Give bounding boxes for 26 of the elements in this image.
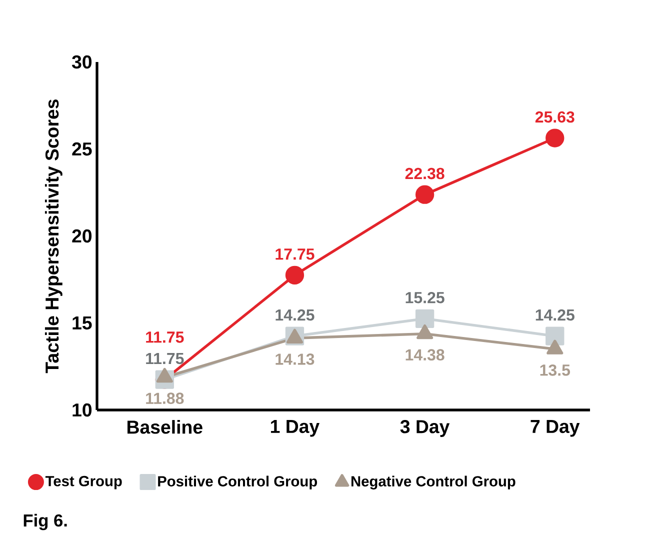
x-tick-label: 3 Day (400, 420, 450, 437)
y-tick-label: 10 (72, 403, 92, 417)
data-label: 22.38 (405, 168, 444, 180)
y-tick-label: 25 (72, 142, 92, 156)
y-tick-label: 15 (72, 316, 92, 330)
data-label: 11.75 (146, 332, 184, 343)
legend-label: Test Group (45, 476, 122, 490)
data-label: 14.38 (406, 349, 444, 361)
legend-label: Positive Control Group (158, 476, 318, 490)
x-tick-label: 7 Day (530, 420, 580, 437)
data-label: 15.25 (406, 292, 444, 304)
data-label: 11.88 (146, 392, 184, 404)
data-label: 14.25 (276, 309, 314, 321)
y-tick-label: 30 (72, 55, 92, 69)
data-label: 13.5 (540, 364, 570, 376)
y-tick-label: 20 (72, 229, 92, 243)
data-label: 17.75 (276, 248, 314, 260)
y-axis-title: Tactile Hypersensitivity Scores (44, 99, 62, 374)
legend-label: Negative Control Group (351, 476, 516, 490)
data-label: 11.75 (146, 353, 184, 364)
x-tick-label: 1 Day (270, 420, 320, 437)
data-label: 14.25 (536, 309, 574, 321)
x-tick-label: Baseline (128, 420, 202, 434)
data-label: 14.13 (276, 354, 314, 365)
caption: Fig 6. (24, 514, 67, 530)
data-label: 25.63 (535, 111, 574, 123)
